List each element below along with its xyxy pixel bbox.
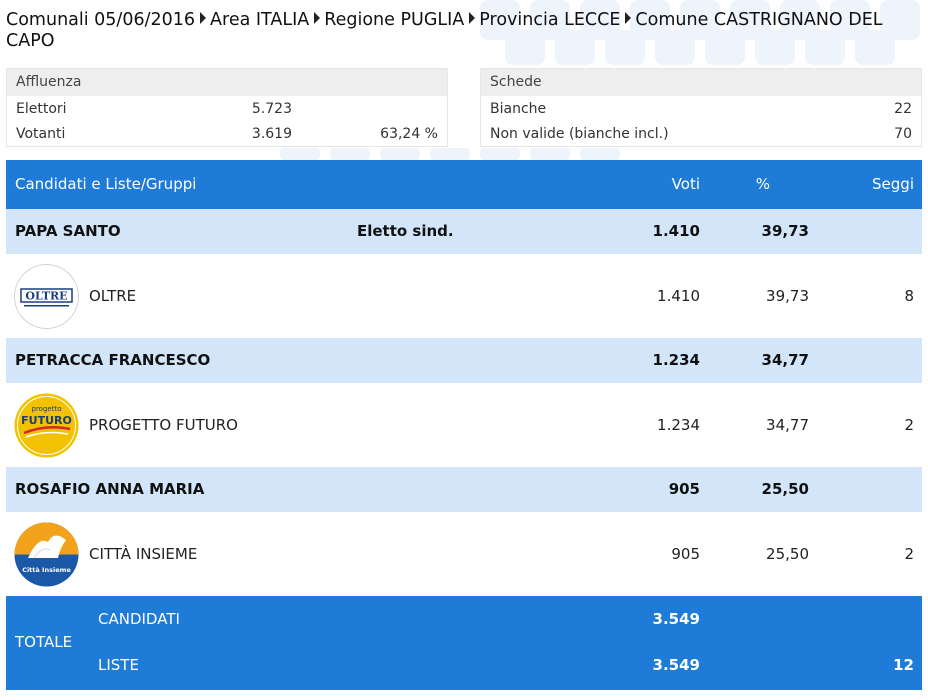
totale-candidati-voti: 3.549: [652, 610, 700, 628]
svg-text:OLTRE: OLTRE: [25, 290, 67, 303]
candidate-name: PETRACCA FRANCESCO: [15, 351, 211, 369]
candidate-percent: 25,50: [761, 480, 809, 498]
list-voti: 1.410: [657, 287, 700, 305]
citta-insieme-logo: Città Insieme: [14, 522, 79, 587]
schede-title: Schede: [481, 69, 921, 96]
elettori-value: 5.723: [251, 101, 292, 117]
bianche-label: Bianche: [490, 101, 547, 117]
breadcrumb-regione[interactable]: Regione PUGLIA: [324, 10, 465, 30]
breadcrumb-arrow-icon: [469, 12, 476, 24]
bianche-value: 22: [894, 101, 912, 117]
candidate-voti: 1.410: [652, 222, 700, 240]
affluenza-box: Affluenza Elettori 5.723 Votanti 3.619 6…: [6, 68, 448, 147]
list-percent: 34,77: [766, 416, 809, 434]
progetto-futuro-logo: progetto FUTURO: [14, 393, 79, 458]
breadcrumb-area[interactable]: Area ITALIA: [210, 10, 310, 30]
totale-liste-row: LISTE 3.549 12: [6, 655, 922, 675]
votanti-percent: 63,24 %: [380, 126, 438, 142]
candidate-note: Eletto sind.: [357, 222, 454, 240]
oltre-logo: OLTRE: [14, 264, 79, 329]
list-seggi: 8: [904, 287, 914, 305]
list-percent: 39,73: [766, 287, 809, 305]
votanti-row: Votanti 3.619 63,24 %: [7, 121, 447, 146]
breadcrumb-provincia[interactable]: Provincia LECCE: [479, 10, 621, 30]
candidate-name: PAPA SANTO: [15, 222, 121, 240]
svg-text:FUTURO: FUTURO: [21, 414, 72, 427]
list-row: OLTRE OLTRE 1.410 39,73 8: [6, 254, 922, 338]
list-seggi: 2: [904, 545, 914, 563]
totale-liste-seggi: 12: [893, 656, 914, 674]
breadcrumb: Comunali 05/06/2016 Area ITALIA Regione PU…: [6, 10, 906, 52]
list-name: CITTÀ INSIEME: [89, 545, 198, 563]
nonvalide-value: 70: [894, 126, 912, 142]
candidate-row: ROSAFIO ANNA MARIA 905 25,50: [6, 467, 922, 512]
header-voti: Voti: [671, 175, 700, 193]
header-name: Candidati e Liste/Gruppi: [15, 175, 197, 193]
elettori-label: Elettori: [16, 101, 67, 117]
votanti-value: 3.619: [251, 126, 292, 142]
candidate-percent: 39,73: [761, 222, 809, 240]
nonvalide-label: Non valide (bianche incl.): [490, 126, 669, 142]
candidate-voti: 1.234: [652, 351, 700, 369]
list-voti: 905: [671, 545, 700, 563]
table-header: Candidati e Liste/Gruppi Voti % Seggi: [6, 160, 922, 209]
list-seggi: 2: [904, 416, 914, 434]
list-name: PROGETTO FUTURO: [89, 416, 238, 434]
bianche-row: Bianche 22: [481, 96, 921, 121]
list-row: progetto FUTURO PROGETTO FUTURO 1.234 34…: [6, 383, 922, 467]
elettori-row: Elettori 5.723: [7, 96, 447, 121]
candidate-name: ROSAFIO ANNA MARIA: [15, 480, 205, 498]
candidate-row: PAPA SANTO Eletto sind. 1.410 39,73: [6, 209, 922, 254]
list-percent: 25,50: [766, 545, 809, 563]
totale-row: TOTALE CANDIDATI 3.549 LISTE 3.549 12: [6, 596, 922, 690]
candidate-row: PETRACCA FRANCESCO 1.234 34,77: [6, 338, 922, 383]
list-name: OLTRE: [89, 287, 137, 305]
breadcrumb-arrow-icon: [314, 12, 321, 24]
svg-text:Città Insieme: Città Insieme: [22, 566, 71, 574]
votanti-label: Votanti: [16, 126, 66, 142]
breadcrumb-election[interactable]: Comunali 05/06/2016: [6, 10, 196, 30]
totale-liste-label: LISTE: [98, 656, 139, 674]
results-table: Candidati e Liste/Gruppi Voti % Seggi PA…: [6, 160, 922, 690]
totale-candidati-row: CANDIDATI 3.549: [6, 609, 922, 629]
svg-text:progetto: progetto: [32, 405, 62, 413]
list-voti: 1.234: [657, 416, 700, 434]
candidate-voti: 905: [668, 480, 700, 498]
candidate-percent: 34,77: [761, 351, 809, 369]
totale-label: TOTALE: [15, 633, 73, 651]
breadcrumb-arrow-icon: [200, 12, 207, 24]
totale-liste-voti: 3.549: [652, 656, 700, 674]
schede-box: Schede Bianche 22 Non valide (bianche in…: [480, 68, 922, 147]
affluenza-title: Affluenza: [7, 69, 447, 96]
list-row: Città Insieme CITTÀ INSIEME 905 25,50 2: [6, 512, 922, 596]
breadcrumb-arrow-icon: [625, 12, 632, 24]
header-seggi: Seggi: [872, 175, 914, 193]
header-percent: %: [755, 175, 770, 193]
totale-candidati-label: CANDIDATI: [98, 610, 180, 628]
nonvalide-row: Non valide (bianche incl.) 70: [481, 121, 921, 146]
